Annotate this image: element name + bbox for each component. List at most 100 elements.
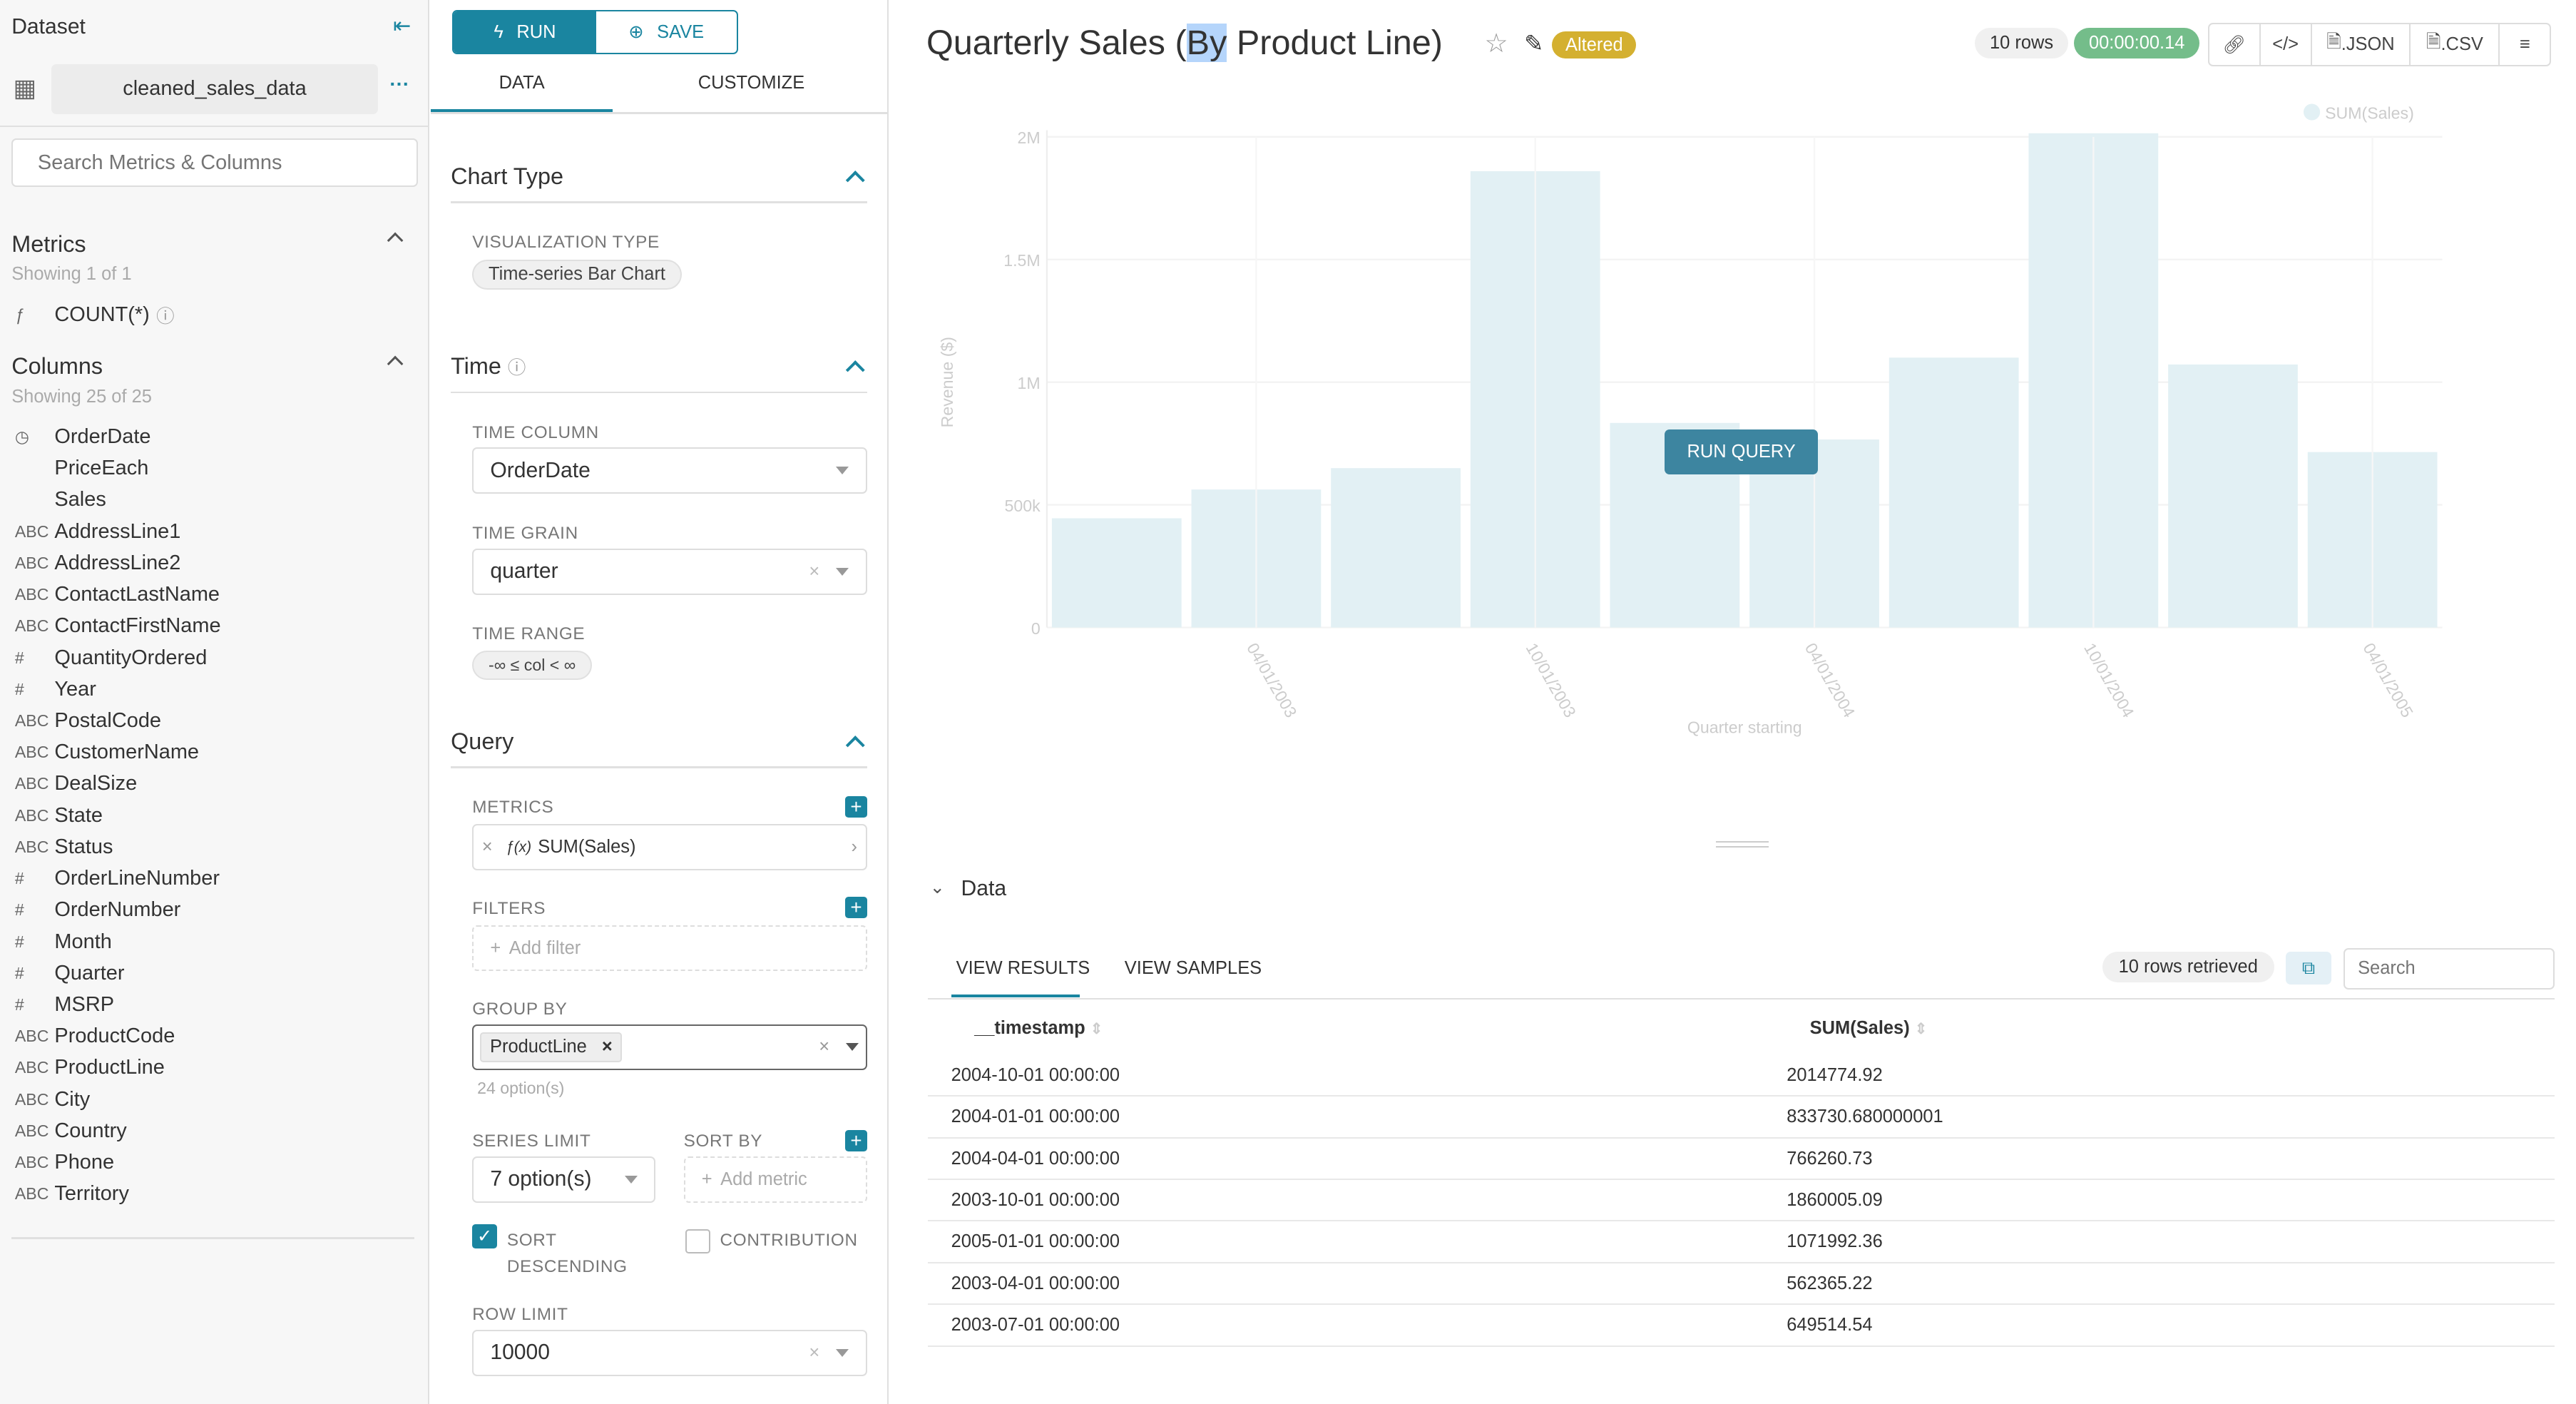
- run-query-button[interactable]: RUN QUERY: [1664, 429, 1819, 474]
- time-column-select[interactable]: OrderDate: [472, 447, 867, 494]
- row-limit-label: ROW LIMIT: [472, 1305, 568, 1325]
- series-limit-select[interactable]: 7 option(s): [472, 1156, 656, 1203]
- add-metric-icon[interactable]: +: [845, 795, 867, 818]
- tab-data[interactable]: DATA: [499, 72, 545, 93]
- column-item[interactable]: ABC ProductLine: [0, 1052, 426, 1084]
- time-grain-select[interactable]: quarter ×: [472, 548, 867, 595]
- add-sort-metric-button[interactable]: + Add metric: [683, 1156, 867, 1203]
- help-icon: ⓘ: [156, 306, 175, 327]
- table-row: 2005-01-01 00:00:00 1071992.36: [928, 1222, 2555, 1263]
- column-item[interactable]: ABC ContactLastName: [0, 579, 426, 611]
- tab-customize[interactable]: CUSTOMIZE: [697, 72, 805, 93]
- export-csv-button[interactable]: 🗎 .CSV: [2411, 23, 2500, 66]
- column-item[interactable]: # Month: [0, 926, 426, 957]
- chart-title[interactable]: Quarterly Sales (By Product Line): [926, 24, 1443, 63]
- column-item[interactable]: ABC Phone: [0, 1146, 426, 1178]
- sort-descending-checkbox[interactable]: ✓: [472, 1224, 497, 1249]
- export-json-button[interactable]: 🗎 .JSON: [2311, 23, 2411, 66]
- tab-view-samples[interactable]: VIEW SAMPLES: [1124, 957, 1262, 978]
- row-limit-select[interactable]: 10000 ×: [472, 1329, 867, 1376]
- column-item[interactable]: # OrderLineNumber: [0, 863, 426, 894]
- column-name: OrderNumber: [54, 898, 181, 922]
- search-metrics-columns-input[interactable]: [11, 138, 418, 187]
- column-item[interactable]: ABC State: [0, 800, 426, 831]
- collapse-time-icon[interactable]: [846, 360, 865, 380]
- column-item[interactable]: ◷ OrderDate: [0, 421, 426, 452]
- save-button[interactable]: ⊕ SAVE: [596, 11, 737, 54]
- contribution-checkbox[interactable]: [685, 1228, 710, 1254]
- edit-icon[interactable]: ✎: [1524, 30, 1544, 56]
- resize-handle[interactable]: [1715, 840, 1769, 848]
- chart-type-heading: Chart Type: [451, 163, 564, 190]
- viz-type-selector[interactable]: Time-series Bar Chart: [472, 259, 682, 290]
- menu-icon[interactable]: ≡: [2500, 23, 2552, 66]
- collapse-metrics-icon[interactable]: [387, 232, 404, 249]
- column-type-icon: ◷: [14, 427, 30, 447]
- column-header[interactable]: __timestamp ⇕: [974, 1017, 1103, 1038]
- run-button[interactable]: ϟ RUN: [454, 11, 596, 54]
- query-duration-badge: 00:00:00.14: [2074, 28, 2200, 59]
- more-options-icon[interactable]: ···: [389, 72, 410, 95]
- column-item[interactable]: ABC AddressLine1: [0, 516, 426, 547]
- results-search-input[interactable]: [2343, 948, 2555, 990]
- collapse-sidebar-icon[interactable]: ⇤: [393, 14, 412, 38]
- embed-code-icon[interactable]: </>: [2260, 23, 2312, 66]
- column-item[interactable]: ABC PostalCode: [0, 705, 426, 736]
- column-item[interactable]: ABC ProductCode: [0, 1021, 426, 1052]
- save-label: SAVE: [657, 21, 705, 42]
- copy-icon[interactable]: ⧉: [2285, 951, 2332, 985]
- table-row: 2004-10-01 00:00:00 2014774.92: [928, 1056, 2555, 1097]
- column-item[interactable]: Sales: [0, 484, 426, 516]
- tab-view-results[interactable]: VIEW RESULTS: [956, 957, 1090, 978]
- x-tick-label: 04/01/2003: [1243, 640, 1300, 721]
- column-item[interactable]: ABC Territory: [0, 1179, 426, 1210]
- column-item[interactable]: ABC City: [0, 1084, 426, 1115]
- column-type-icon: #: [14, 932, 24, 951]
- dataset-name[interactable]: cleaned_sales_data: [51, 64, 379, 114]
- column-item[interactable]: # OrderNumber: [0, 895, 426, 926]
- metric-item[interactable]: ƒ COUNT(*) ⓘ: [0, 299, 175, 330]
- column-item[interactable]: ABC ContactFirstName: [0, 611, 426, 642]
- sort-icon: ⇕: [1090, 1020, 1103, 1037]
- column-item[interactable]: PriceEach: [0, 453, 426, 484]
- altered-badge[interactable]: Altered: [1552, 31, 1637, 59]
- timestamp-cell: 2005-01-01 00:00:00: [951, 1231, 1120, 1252]
- column-type-icon: #: [14, 994, 24, 1014]
- star-icon[interactable]: ☆: [1484, 28, 1508, 58]
- collapse-query-icon[interactable]: [846, 736, 865, 755]
- collapse-chart-type-icon[interactable]: [846, 171, 865, 190]
- column-item[interactable]: ABC AddressLine2: [0, 547, 426, 579]
- y-tick-label: 500k: [1005, 497, 1041, 515]
- column-header[interactable]: SUM(Sales) ⇕: [1809, 1017, 1928, 1038]
- column-name: MSRP: [54, 992, 115, 1016]
- column-name: AddressLine2: [54, 551, 181, 574]
- row-count-badge: 10 rows: [1975, 28, 2068, 59]
- column-item[interactable]: ABC Country: [0, 1115, 426, 1146]
- table-row: 2003-04-01 00:00:00 562365.22: [928, 1263, 2555, 1306]
- column-name: Quarter: [54, 961, 125, 985]
- table-row: 2004-01-01 00:00:00 833730.680000001: [928, 1097, 2555, 1139]
- column-item[interactable]: # Quarter: [0, 957, 426, 989]
- group-by-select[interactable]: ProductLine × ×: [472, 1024, 867, 1071]
- column-item[interactable]: # Year: [0, 673, 426, 705]
- add-filter-button[interactable]: + Add filter: [472, 925, 867, 972]
- collapse-data-icon[interactable]: ⌄: [929, 878, 945, 898]
- column-item[interactable]: ABC CustomerName: [0, 737, 426, 768]
- column-item[interactable]: # QuantityOrdered: [0, 642, 426, 673]
- column-item[interactable]: # MSRP: [0, 989, 426, 1020]
- column-name: CustomerName: [54, 741, 200, 764]
- group-by-label: GROUP BY: [472, 999, 568, 1019]
- sort-descending-label: SORT DESCENDING: [506, 1231, 628, 1277]
- x-tick-label: 04/01/2005: [2359, 640, 2416, 721]
- column-item[interactable]: ABC Status: [0, 831, 426, 863]
- add-filter-icon[interactable]: +: [845, 897, 867, 919]
- add-sort-icon[interactable]: +: [845, 1129, 867, 1151]
- link-icon[interactable]: 🔗︎: [2207, 23, 2261, 66]
- time-range-selector[interactable]: -∞ ≤ col < ∞: [472, 651, 593, 680]
- metric-tag[interactable]: × ƒ(x) SUM(Sales) ›: [472, 824, 867, 871]
- x-tick-label: 10/01/2004: [2080, 640, 2137, 721]
- query-heading: Query: [451, 728, 514, 755]
- column-item[interactable]: ABC DealSize: [0, 768, 426, 800]
- collapse-columns-icon[interactable]: [387, 356, 404, 372]
- column-name: PostalCode: [54, 709, 162, 732]
